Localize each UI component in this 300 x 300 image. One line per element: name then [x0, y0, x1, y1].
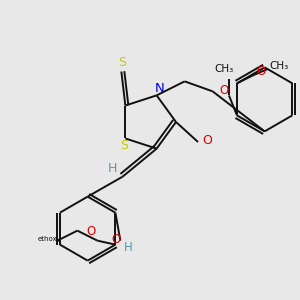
Text: O: O: [256, 65, 266, 78]
Text: ethoxy: ethoxy: [38, 236, 61, 242]
Text: H: H: [124, 241, 133, 254]
Text: CH₃: CH₃: [269, 61, 289, 71]
Text: CH₃: CH₃: [214, 64, 234, 74]
Text: S: S: [120, 139, 128, 152]
Text: S: S: [118, 56, 126, 69]
Text: H: H: [108, 162, 117, 175]
Text: N: N: [155, 82, 164, 95]
Text: O: O: [87, 225, 96, 238]
Text: O: O: [112, 233, 121, 246]
Text: O: O: [219, 84, 229, 97]
Text: O: O: [202, 134, 212, 146]
